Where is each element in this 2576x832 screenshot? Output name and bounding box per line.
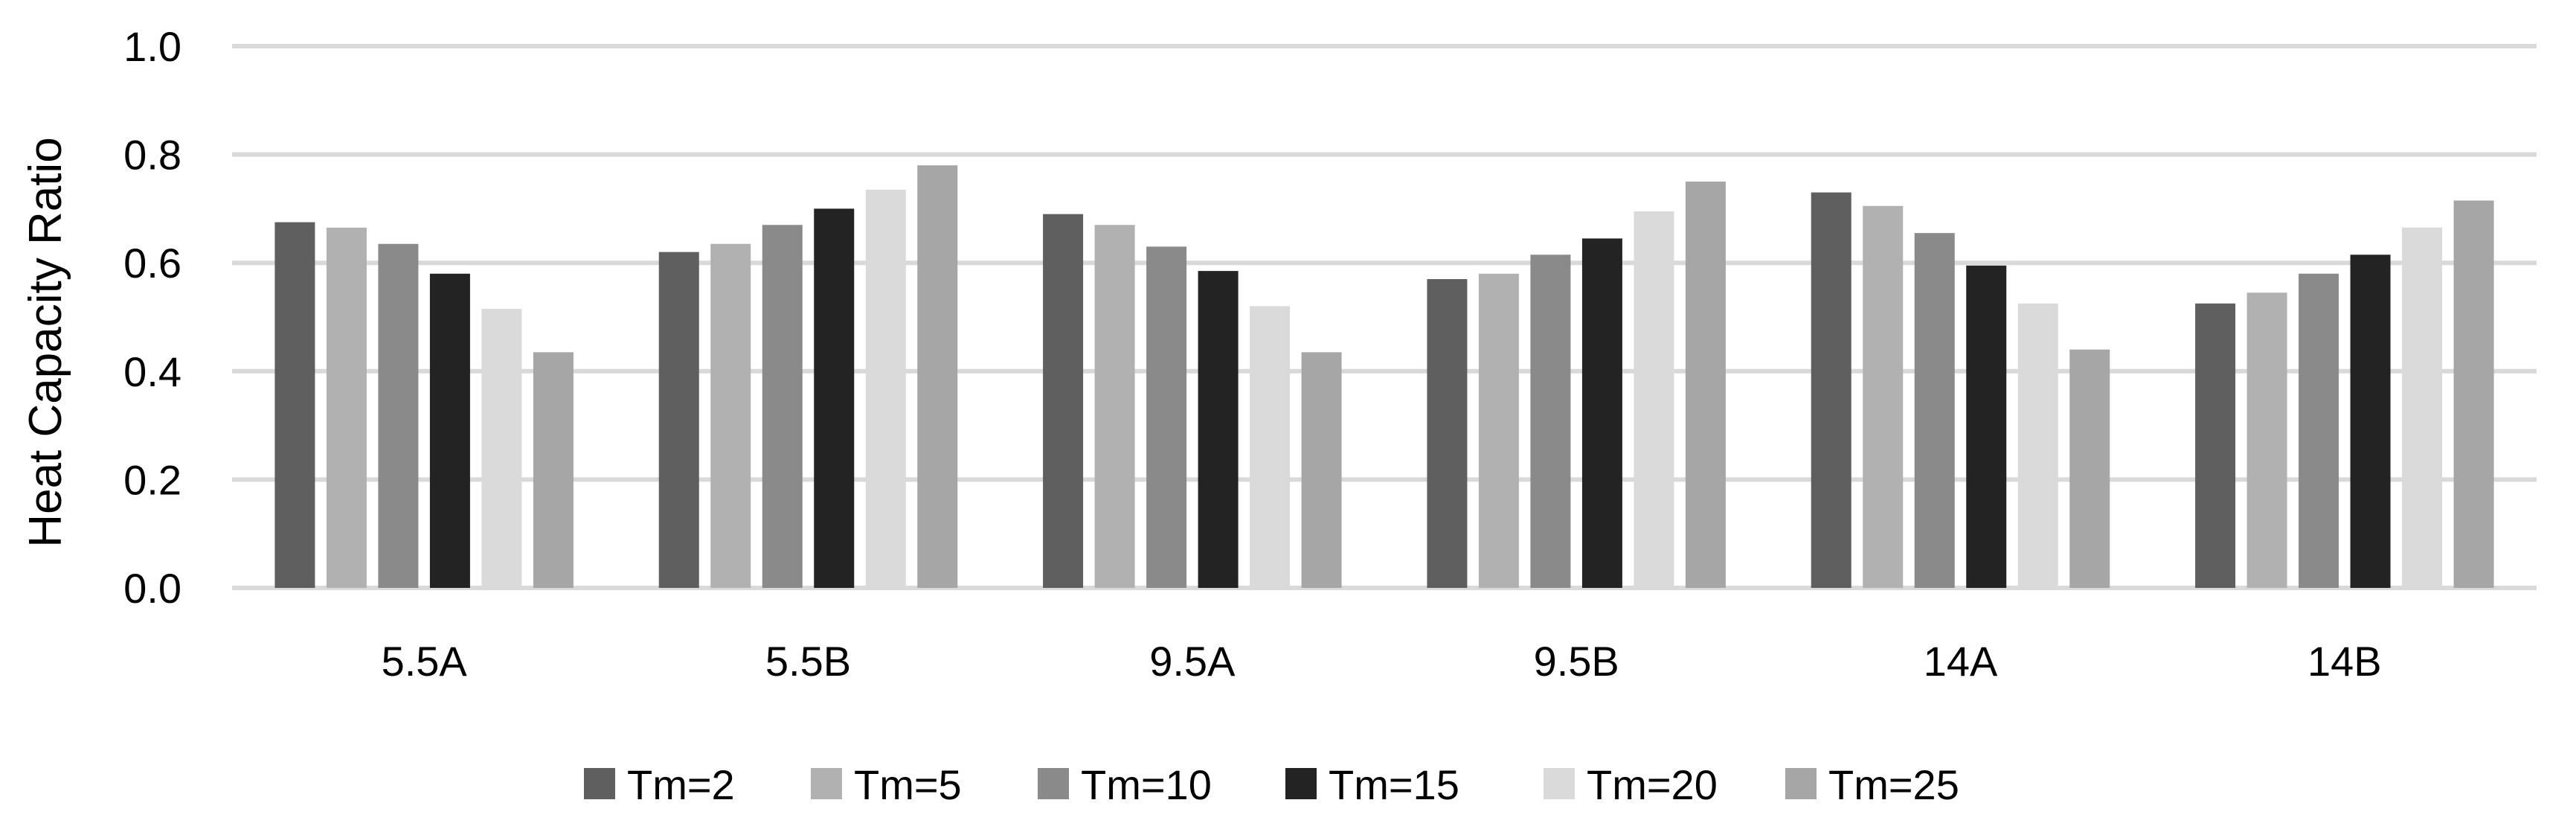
bar-tm10-14a (1914, 233, 1955, 588)
y-axis-ticks: 0.0 0.2 0.4 0.6 0.8 1.0 (123, 23, 182, 612)
x-category-label: 9.5A (1149, 638, 1236, 685)
bar-tm15-14b (2350, 255, 2391, 588)
bar-tm2-14b (2195, 303, 2236, 588)
x-category-label: 14A (1924, 638, 1998, 685)
bar-tm5-14b (2246, 292, 2287, 588)
bar-tm5-5-5a (326, 227, 367, 588)
bar-tm25-5-5a (533, 352, 574, 588)
bar-tm15-9-5a (1198, 271, 1239, 588)
bar-tm25-14b (2453, 200, 2494, 589)
y-tick-label: 0.0 (123, 565, 182, 612)
y-tick-label: 0.6 (123, 240, 182, 287)
bar-tm10-9-5a (1146, 246, 1187, 588)
bar-tm10-14b (2299, 273, 2339, 588)
bar-tm25-9-5b (1685, 182, 1726, 588)
legend-swatch (1544, 768, 1575, 799)
legend-label: Tm=20 (1587, 761, 1718, 808)
bar-tm5-14a (1863, 205, 1904, 588)
bar-tm25-14a (2069, 349, 2110, 588)
bar-tm2-14a (1811, 192, 1851, 588)
legend-swatch (1785, 768, 1817, 799)
x-category-label: 9.5B (1534, 638, 1619, 685)
legend-label: Tm=2 (627, 761, 735, 808)
bar-tm20-14b (2402, 227, 2443, 588)
x-category-label: 14B (2307, 638, 2382, 685)
bar-tm15-5-5a (429, 273, 470, 588)
y-tick-label: 0.8 (123, 132, 182, 179)
bars (274, 165, 2494, 589)
bar-tm5-9-5a (1094, 225, 1135, 588)
bar-tm2-9-5b (1427, 279, 1468, 588)
y-tick-label: 1.0 (123, 23, 182, 70)
bar-tm10-5-5b (762, 225, 803, 588)
bar-tm20-5-5b (865, 189, 906, 589)
bar-tm15-5-5b (814, 208, 855, 588)
bar-tm2-9-5a (1043, 214, 1084, 588)
legend-swatch (584, 768, 615, 799)
bar-tm25-5-5b (917, 165, 958, 588)
bar-tm25-9-5a (1301, 352, 1342, 588)
legend-label: Tm=15 (1329, 761, 1459, 808)
gridlines (232, 44, 2537, 590)
bar-tm5-9-5b (1478, 273, 1519, 588)
bar-tm10-5-5a (378, 243, 419, 588)
bar-tm20-5-5a (481, 309, 522, 588)
legend-swatch (1285, 768, 1317, 799)
y-tick-label: 0.2 (123, 456, 182, 503)
bar-tm2-5-5b (658, 252, 699, 588)
bar-tm2-5-5a (274, 222, 315, 588)
x-axis-labels: 5.5A 5.5B 9.5A 9.5B 14A 14B (382, 638, 2382, 685)
bar-tm10-9-5b (1530, 255, 1571, 588)
x-category-label: 5.5B (765, 638, 851, 685)
bar-tm15-9-5b (1581, 238, 1622, 588)
bar-tm20-9-5b (1634, 211, 1674, 588)
bar-tm20-14a (2017, 303, 2058, 588)
legend-label: Tm=10 (1081, 761, 1212, 808)
y-tick-label: 0.4 (123, 348, 182, 395)
bar-tm20-9-5a (1250, 306, 1291, 588)
legend-label: Tm=5 (854, 761, 962, 808)
y-axis-title: Heat Capacity Ratio (20, 137, 71, 547)
x-category-label: 5.5A (382, 638, 468, 685)
legend: Tm=2 Tm=5 Tm=10 Tm=15 Tm=20 Tm=25 (584, 761, 1959, 808)
bar-tm15-14a (1966, 265, 2007, 588)
legend-label: Tm=25 (1828, 761, 1959, 808)
legend-swatch (811, 768, 842, 799)
bar-tm5-5-5b (710, 243, 751, 588)
legend-swatch (1038, 768, 1069, 799)
